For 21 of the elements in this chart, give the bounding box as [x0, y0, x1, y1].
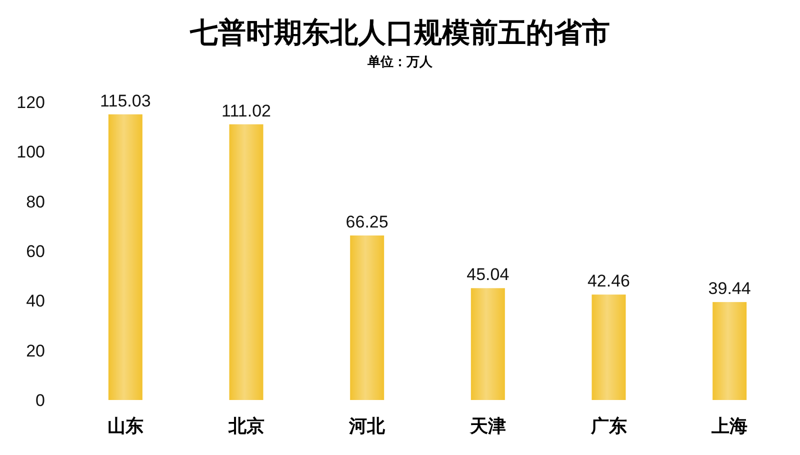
- data-label: 45.04: [466, 265, 510, 284]
- data-label: 115.03: [100, 91, 151, 110]
- data-label: 111.02: [222, 101, 271, 120]
- data-label: 39.44: [708, 279, 751, 298]
- y-tick-label: 60: [26, 242, 45, 261]
- chart-title: 七普时期东北人口规模前五的省市: [189, 17, 610, 48]
- x-tick-label: 天津: [468, 416, 506, 436]
- y-tick-label: 80: [26, 192, 45, 212]
- x-tick-label: 山东: [107, 416, 144, 436]
- data-label: 66.25: [346, 212, 388, 232]
- y-tick-label: 20: [26, 341, 45, 360]
- x-tick-label: 河北: [348, 416, 386, 436]
- x-tick-label: 广东: [590, 416, 627, 436]
- x-tick-label: 上海: [710, 416, 748, 436]
- y-tick-label: 120: [16, 93, 45, 112]
- chart-subtitle: 单位：万人: [366, 54, 434, 69]
- x-tick-label: 北京: [227, 416, 264, 436]
- y-tick-label: 100: [16, 142, 45, 162]
- y-tick-label: 40: [26, 292, 45, 311]
- y-tick-label: 0: [36, 391, 45, 410]
- data-label: 42.46: [587, 272, 630, 291]
